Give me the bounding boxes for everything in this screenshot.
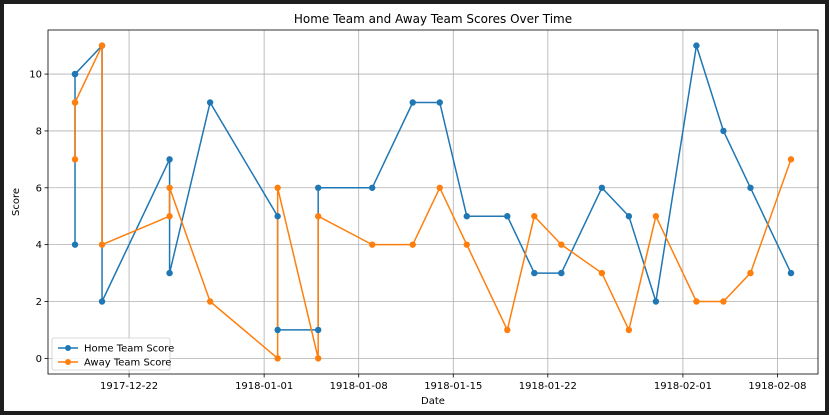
- home-data-point: [558, 269, 565, 277]
- home-data-point: [598, 184, 606, 191]
- away-data-point: [558, 241, 565, 248]
- home-data-point: [436, 99, 443, 106]
- y-tick-label: 10: [29, 70, 42, 81]
- y-tick-label: 6: [36, 183, 42, 194]
- x-tick-label: 1918-01-01: [235, 381, 293, 392]
- home-data-point: [747, 184, 754, 191]
- home-data-point: [652, 298, 660, 305]
- home-data-point: [71, 241, 79, 248]
- legend-home-label: Home Team Score: [84, 344, 174, 355]
- home-data-point: [274, 213, 281, 220]
- away-data-point: [787, 156, 795, 163]
- away-data-point: [98, 241, 106, 248]
- legend-away-label: Away Team Score: [84, 358, 171, 369]
- y-axis-title: Score: [11, 188, 22, 216]
- home-data-point: [166, 269, 173, 277]
- home-data-point: [314, 184, 322, 191]
- home-data-point: [98, 298, 106, 305]
- x-tick-label: 1918-01-22: [519, 381, 577, 392]
- away-data-point: [652, 213, 660, 220]
- legend-box: [51, 337, 171, 371]
- away-data-point: [314, 355, 322, 362]
- away-data-point: [463, 241, 470, 248]
- y-tick-label: 4: [36, 240, 42, 251]
- legend: Home Team Score Away Team Score: [51, 337, 174, 371]
- away-data-point: [166, 213, 173, 220]
- home-data-point: [71, 70, 79, 78]
- home-data-point: [787, 269, 795, 277]
- away-data-point: [166, 184, 173, 191]
- away-data-point: [747, 269, 754, 277]
- home-data-point: [625, 213, 633, 220]
- home-data-point: [274, 326, 281, 334]
- home-data-point: [166, 156, 173, 163]
- x-tick-label: 1917-12-22: [100, 381, 158, 392]
- away-data-point: [409, 241, 416, 248]
- x-tick-label: 1918-02-01: [654, 381, 712, 392]
- home-data-point: [693, 42, 700, 49]
- x-axis-ticks: 1917-12-22 1918-01-01 1918-01-08 1918-01-15…: [100, 374, 807, 392]
- x-tick-label: 1918-01-08: [330, 381, 388, 392]
- away-data-point: [693, 298, 700, 305]
- away-data-point: [98, 42, 106, 49]
- away-series-line: [74, 44, 792, 360]
- x-tick-label: 1918-02-08: [748, 381, 806, 392]
- away-data-point: [314, 213, 322, 220]
- away-data-point: [71, 156, 79, 163]
- series-markers: [71, 42, 795, 362]
- away-data-point: [504, 326, 511, 334]
- home-data-point: [314, 326, 322, 334]
- series-lines: [74, 44, 792, 360]
- away-data-point: [369, 241, 376, 248]
- chart-title: Home Team and Away Team Scores Over Time: [294, 12, 572, 26]
- away-data-point: [436, 184, 443, 191]
- y-tick-label: 2: [36, 297, 42, 308]
- home-data-point: [409, 99, 416, 106]
- away-data-point: [206, 298, 214, 305]
- legend-away-marker: [65, 359, 71, 365]
- figure: 1917-12-22 1918-01-01 1918-01-08 1918-01-15…: [4, 4, 825, 411]
- away-data-point: [274, 355, 281, 362]
- legend-home-marker: [65, 345, 71, 351]
- x-tick-label: 1918-01-15: [424, 381, 482, 392]
- home-data-point: [463, 213, 470, 220]
- away-data-point: [720, 298, 727, 305]
- gridlines: [48, 30, 818, 374]
- away-data-point: [71, 99, 79, 106]
- plot-frame: [47, 29, 819, 375]
- y-tick-label: 8: [36, 126, 42, 137]
- y-tick-label: 0: [36, 354, 42, 365]
- away-data-point: [531, 213, 538, 220]
- home-data-point: [369, 184, 376, 191]
- y-axis-ticks: 0 2 4 6 8 10: [29, 70, 48, 365]
- home-data-point: [504, 213, 511, 220]
- x-axis-title: Date: [421, 396, 445, 407]
- away-data-point: [598, 269, 606, 277]
- home-data-point: [720, 127, 727, 135]
- home-data-point: [206, 99, 214, 106]
- home-data-point: [531, 269, 538, 277]
- line-chart: 1917-12-22 1918-01-01 1918-01-08 1918-01-15…: [11, 12, 819, 407]
- away-data-point: [625, 326, 633, 334]
- home-series-line: [74, 44, 792, 331]
- away-data-point: [274, 184, 281, 191]
